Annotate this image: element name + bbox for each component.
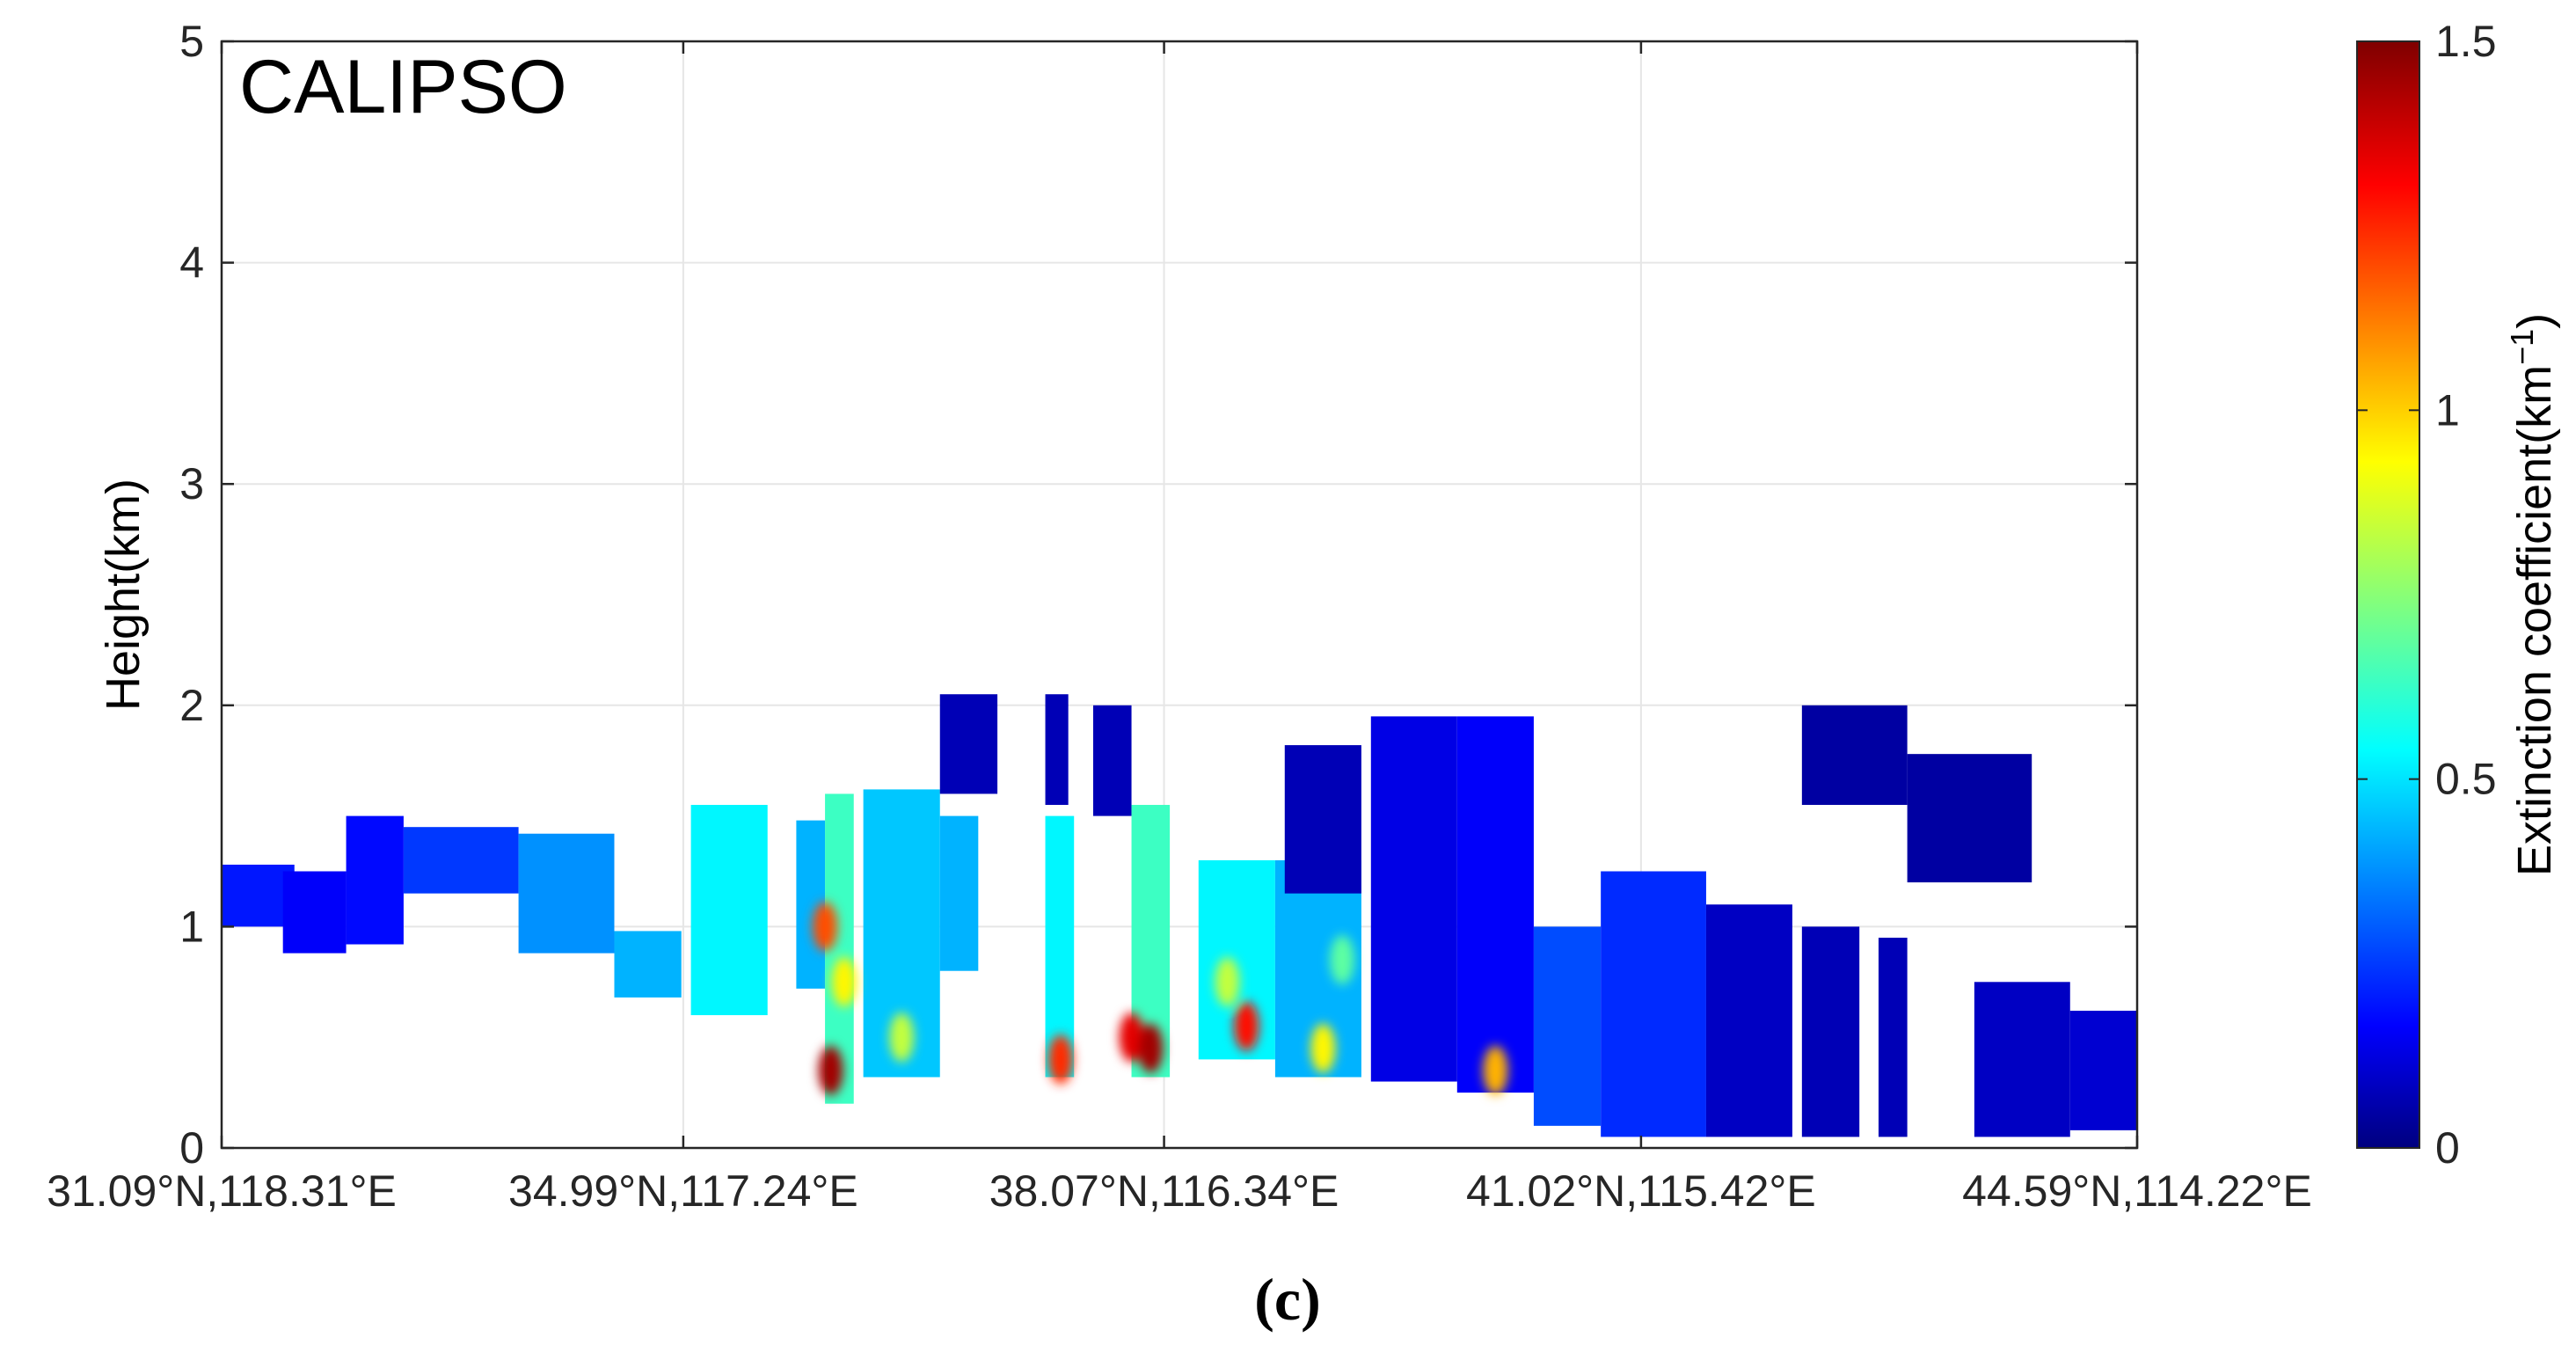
extinction-cell bbox=[939, 694, 998, 794]
extinction-cell bbox=[690, 805, 768, 1016]
extinction-cell bbox=[614, 931, 682, 998]
y-tick-label: 2 bbox=[179, 681, 204, 730]
x-tick-label: 31.09°N,118.31°E bbox=[47, 1166, 397, 1216]
extinction-hotspot bbox=[1330, 935, 1355, 985]
colorbar-ticks: 0 0.5 1 1.5 bbox=[2357, 17, 2497, 1173]
y-tick-label: 4 bbox=[179, 238, 204, 288]
x-tick-label: 41.02°N,115.42°E bbox=[1466, 1166, 1816, 1216]
extinction-hotspot bbox=[1138, 1023, 1164, 1073]
extinction-cell bbox=[1370, 716, 1457, 1082]
y-tick-label: 3 bbox=[179, 459, 204, 508]
extinction-cell bbox=[2069, 1011, 2137, 1130]
plot-frame bbox=[220, 40, 2139, 1150]
colorbar-label-superscript: −1 bbox=[2504, 329, 2540, 365]
colorbar-label-main: Extinction coefficient(km bbox=[2508, 365, 2561, 876]
figure-caption: (c) bbox=[1254, 1266, 1320, 1333]
extinction-hotspot bbox=[1234, 1001, 1259, 1051]
axis-ticks bbox=[220, 40, 2139, 1150]
extinction-hotspot bbox=[1119, 1012, 1144, 1063]
extinction-cell bbox=[1045, 815, 1075, 1078]
extinction-cell bbox=[1974, 982, 2070, 1137]
extinction-cell bbox=[1801, 926, 1860, 1137]
extinction-hotspot bbox=[818, 1045, 843, 1095]
extinction-cell bbox=[1456, 716, 1534, 1093]
y-tick-label: 0 bbox=[179, 1123, 204, 1173]
extinction-cell bbox=[518, 833, 615, 954]
extinction-hotspot bbox=[1215, 957, 1240, 1007]
extinction-cell bbox=[1092, 705, 1132, 816]
x-tick-label: 44.59°N,114.22°E bbox=[1962, 1166, 2312, 1216]
extinction-hotspot bbox=[1047, 1034, 1073, 1085]
panel-title: CALIPSO bbox=[239, 45, 567, 129]
colorbar-tick-label: 0 bbox=[2435, 1123, 2460, 1173]
extinction-cell bbox=[282, 871, 347, 954]
extinction-cell bbox=[1801, 705, 1908, 806]
extinction-hotspots bbox=[813, 902, 1508, 1095]
extinction-hotspot bbox=[1310, 1023, 1336, 1073]
y-tick-labels: 0 1 2 3 4 5 bbox=[179, 17, 204, 1173]
extinction-hotspot bbox=[831, 957, 857, 1007]
colorbar-tick-label: 0.5 bbox=[2435, 755, 2497, 804]
extinction-cell bbox=[939, 815, 979, 971]
extinction-cell bbox=[1878, 937, 1908, 1137]
x-tick-labels: 31.09°N,118.31°E 34.99°N,117.24°E 38.07°N,… bbox=[47, 1166, 2312, 1216]
extinction-cell bbox=[222, 864, 295, 927]
colorbar-label-close: ) bbox=[2508, 313, 2561, 329]
colorbar-label: Extinction coefficient(km−1) bbox=[2504, 313, 2561, 876]
extinction-cell bbox=[1284, 745, 1361, 894]
extinction-cell bbox=[1907, 754, 2032, 883]
extinction-cell bbox=[1601, 871, 1706, 1137]
y-tick-label: 5 bbox=[179, 17, 204, 66]
extinction-cell bbox=[1705, 904, 1792, 1137]
colorbar-tick-label: 1 bbox=[2435, 385, 2460, 435]
colorbar-tick-label: 1.5 bbox=[2435, 17, 2497, 66]
x-tick-label: 38.07°N,116.34°E bbox=[989, 1166, 1339, 1216]
extinction-cell bbox=[1533, 926, 1602, 1126]
x-tick-label: 34.99°N,117.24°E bbox=[508, 1166, 858, 1216]
extinction-cell bbox=[403, 827, 519, 894]
y-tick-label: 1 bbox=[179, 902, 204, 951]
y-axis-label: Height(km) bbox=[97, 479, 150, 711]
extinction-hotspot bbox=[813, 902, 838, 952]
extinction-hotspot bbox=[889, 1012, 915, 1063]
colorbar bbox=[2356, 40, 2420, 1149]
extinction-cell bbox=[1045, 694, 1069, 806]
extinction-hotspot bbox=[1483, 1045, 1508, 1095]
extinction-cell bbox=[346, 815, 404, 945]
